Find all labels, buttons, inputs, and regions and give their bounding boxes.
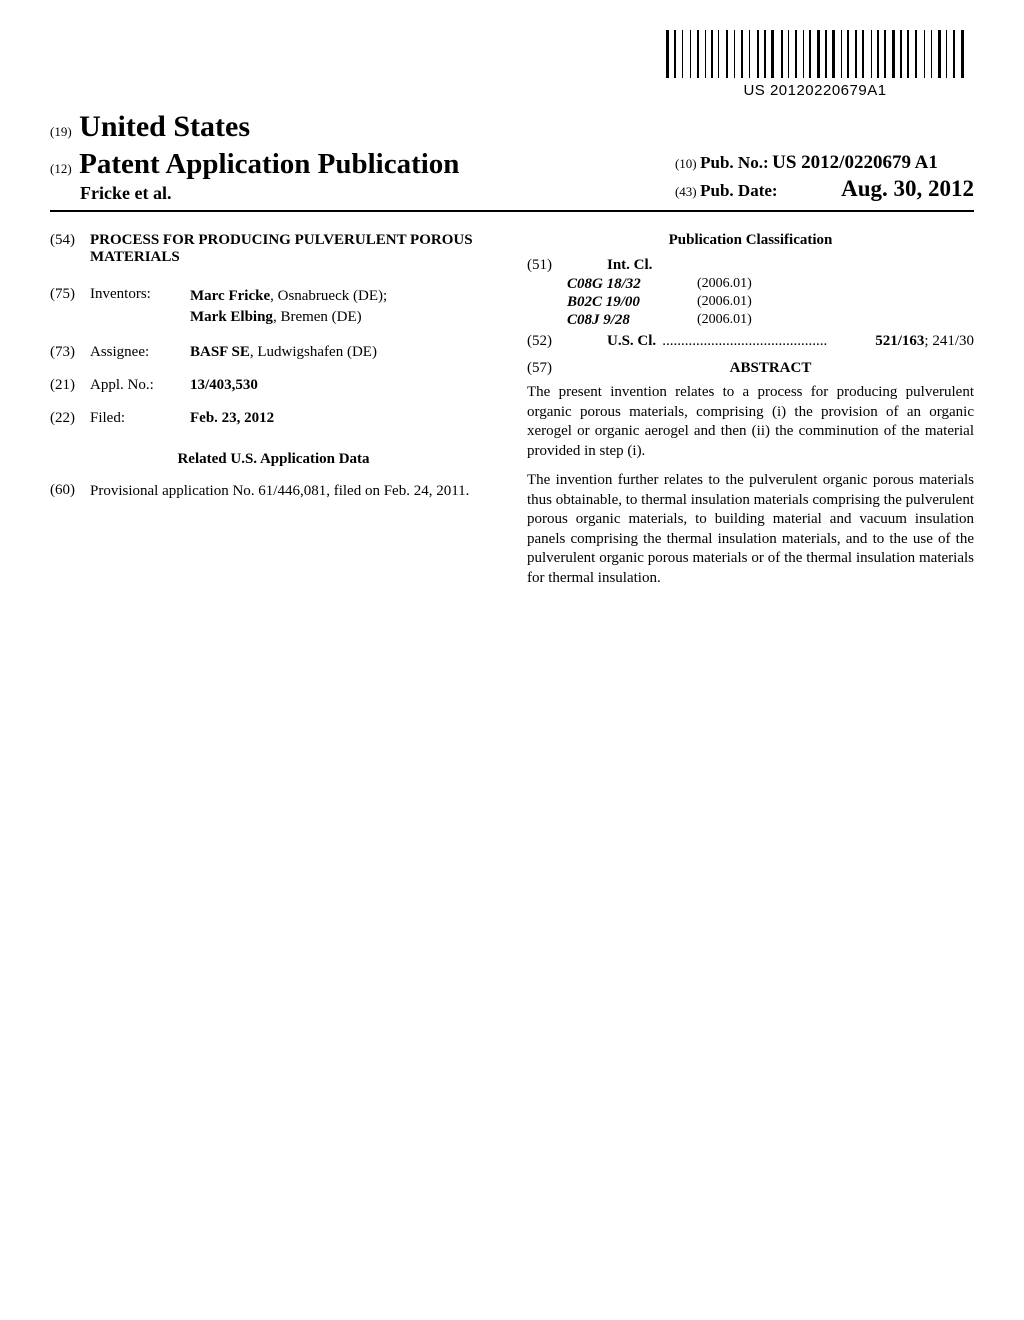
- pub-no-line: (10) Pub. No.: US 2012/0220679 A1: [675, 152, 974, 174]
- int-cl-label: Int. Cl.: [607, 257, 652, 274]
- header-section: (19) United States (12) Patent Applicati…: [50, 110, 974, 212]
- us-cl-normal: ; 241/30: [924, 333, 974, 349]
- inventors-value: Marc Fricke, Osnabrueck (DE); Mark Elbin…: [190, 286, 497, 328]
- appl-no-value: 13/403,530: [190, 377, 497, 394]
- int-cl-date: (2006.01): [697, 312, 752, 329]
- us-cl-bold: 521/163: [875, 333, 924, 349]
- assignee-value: BASF SE, Ludwigshafen (DE): [190, 344, 497, 361]
- pub-type-code: (12): [50, 161, 72, 176]
- assignee-code: (73): [50, 344, 90, 361]
- inventor-location: , Osnabrueck (DE);: [270, 288, 387, 304]
- pub-no-value: US 2012/0220679 A1: [772, 152, 938, 173]
- filed-value: Feb. 23, 2012: [190, 410, 497, 427]
- barcode-text: US 20120220679A1: [666, 82, 964, 99]
- related-heading: Related U.S. Application Data: [50, 451, 497, 468]
- pub-date-line: (43) Pub. Date: Aug. 30, 2012: [675, 176, 974, 202]
- abstract-heading-row: (57) ABSTRACT: [527, 360, 974, 377]
- int-cl-date: (2006.01): [697, 276, 752, 293]
- us-cl-row: (52) U.S. Cl. ..........................…: [527, 333, 974, 350]
- inventors-label: Inventors:: [90, 286, 190, 328]
- int-cl-entry: C08J 9/28(2006.01): [567, 312, 974, 329]
- header-left: (19) United States (12) Patent Applicati…: [50, 110, 675, 204]
- appl-no-label: Appl. No.:: [90, 377, 190, 394]
- us-cl-code: (52): [527, 333, 567, 350]
- filed-label: Filed:: [90, 410, 190, 427]
- provisional-code: (60): [50, 482, 90, 502]
- us-cl-dots: ........................................…: [662, 333, 869, 350]
- int-cl-class-code: C08J 9/28: [567, 312, 697, 329]
- applicant-name: Fricke et al.: [80, 183, 675, 204]
- us-cl-values: 521/163; 241/30: [875, 333, 974, 350]
- header-right: (10) Pub. No.: US 2012/0220679 A1 (43) P…: [675, 152, 974, 204]
- inventors-code: (75): [50, 286, 90, 328]
- int-cl-list: C08G 18/32(2006.01)B02C 19/00(2006.01)C0…: [527, 276, 974, 329]
- pub-type-line: (12) Patent Application Publication: [50, 148, 675, 181]
- country-line: (19) United States: [50, 110, 675, 144]
- right-column: Publication Classification (51) Int. Cl.…: [527, 232, 974, 588]
- abstract-p2: The invention further relates to the pul…: [527, 471, 974, 588]
- pub-date-label: Pub. Date:: [700, 181, 777, 200]
- us-cl-label: U.S. Cl.: [607, 333, 656, 350]
- appl-no-code: (21): [50, 377, 90, 394]
- pub-class-heading: Publication Classification: [527, 232, 974, 249]
- assignee-loc-text: Ludwigshafen (DE): [257, 344, 377, 360]
- assignee-label: Assignee:: [90, 344, 190, 361]
- filed-row: (22) Filed: Feb. 23, 2012: [50, 410, 497, 427]
- pub-date-code: (43): [675, 184, 697, 199]
- int-cl-entry: B02C 19/00(2006.01): [567, 294, 974, 311]
- content-section: (54) PROCESS FOR PRODUCING PULVERULENT P…: [50, 232, 974, 588]
- title-row: (54) PROCESS FOR PRODUCING PULVERULENT P…: [50, 232, 497, 266]
- provisional-text: Provisional application No. 61/446,081, …: [90, 482, 497, 502]
- int-cl-date: (2006.01): [697, 294, 752, 311]
- int-cl-entry: C08G 18/32(2006.01): [567, 276, 974, 293]
- int-cl-code: (51): [527, 257, 567, 274]
- assignee-name: BASF SE: [190, 344, 250, 360]
- title-code: (54): [50, 232, 90, 266]
- country-code: (19): [50, 124, 72, 139]
- abstract-heading-text: ABSTRACT: [567, 360, 974, 377]
- barcode-graphic: [666, 30, 964, 78]
- inventor-name: Marc Fricke: [190, 288, 270, 304]
- int-cl-class-code: C08G 18/32: [567, 276, 697, 293]
- int-cl-row: (51) Int. Cl.: [527, 257, 974, 274]
- abstract-p1: The present invention relates to a proce…: [527, 383, 974, 461]
- abstract-code: (57): [527, 360, 567, 377]
- pub-date-value: Aug. 30, 2012: [841, 176, 974, 201]
- filed-code: (22): [50, 410, 90, 427]
- assignee-row: (73) Assignee: BASF SE, Ludwigshafen (DE…: [50, 344, 497, 361]
- inventor-location: , Bremen (DE): [273, 309, 362, 325]
- barcode-section: US 20120220679A1: [666, 30, 964, 99]
- appl-no-row: (21) Appl. No.: 13/403,530: [50, 377, 497, 394]
- left-column: (54) PROCESS FOR PRODUCING PULVERULENT P…: [50, 232, 497, 588]
- pub-type-name: Patent Application Publication: [79, 148, 459, 180]
- pub-no-label: Pub. No.:: [700, 153, 768, 172]
- int-cl-class-code: B02C 19/00: [567, 294, 697, 311]
- provisional-row: (60) Provisional application No. 61/446,…: [50, 482, 497, 502]
- inventors-row: (75) Inventors: Marc Fricke, Osnabrueck …: [50, 286, 497, 328]
- inventor-name: Mark Elbing: [190, 309, 273, 325]
- pub-no-code: (10): [675, 156, 697, 171]
- title-value: PROCESS FOR PRODUCING PULVERULENT POROUS…: [90, 232, 497, 266]
- country-name: United States: [79, 110, 250, 143]
